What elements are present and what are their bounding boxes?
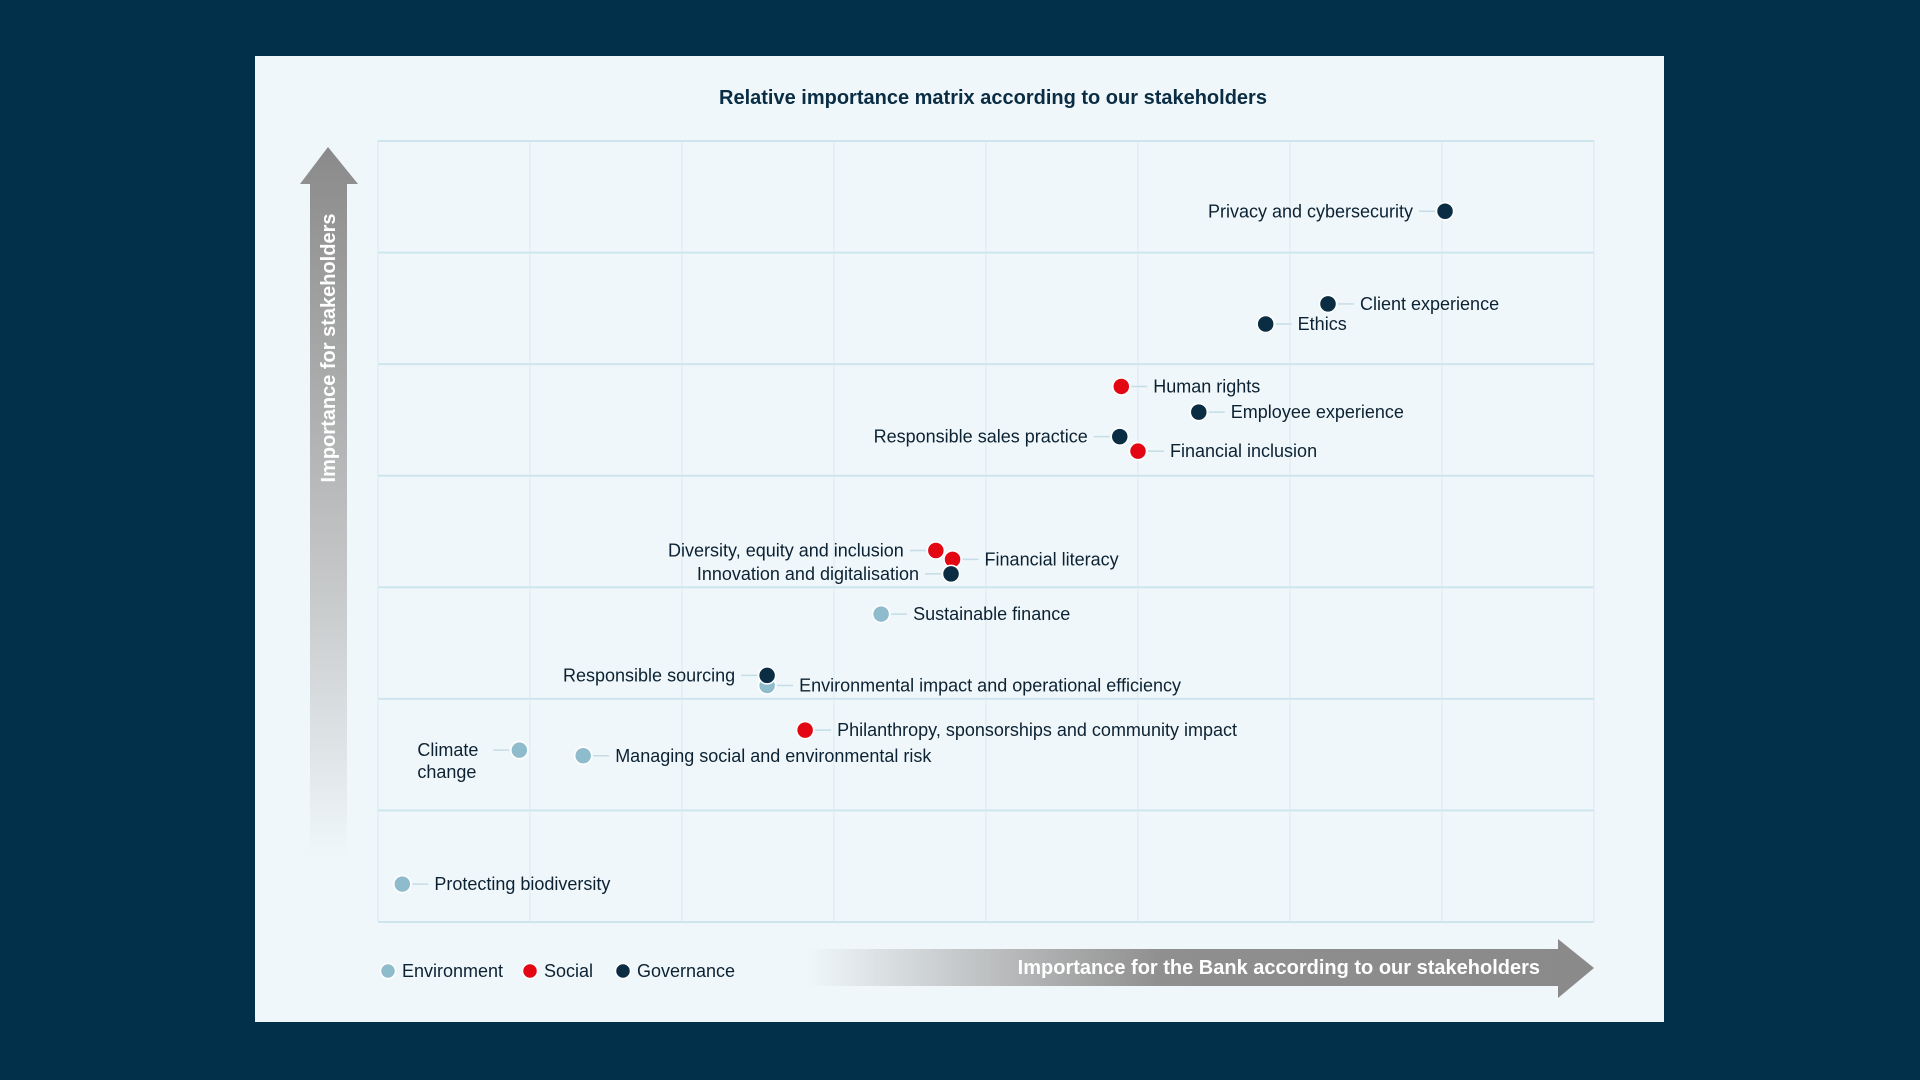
point-label: Financial inclusion [1170, 441, 1317, 461]
legend-marker [614, 962, 632, 980]
point-marker [573, 746, 593, 766]
point-label: Privacy and cybersecurity [1208, 201, 1413, 221]
chart-title: Relative importance matrix according to … [719, 87, 1267, 109]
point-marker [1112, 377, 1131, 396]
point-label: Ethics [1298, 314, 1347, 334]
point-label: Employee experience [1231, 402, 1404, 422]
legend-item-governance: Governance [614, 961, 735, 981]
data-point: Financial literacy [943, 549, 1119, 569]
x-axis-label: Importance for the Bank according to our… [1018, 957, 1540, 979]
point-label: Sustainable finance [913, 604, 1070, 624]
point-label: Innovation and digitalisation [697, 564, 919, 584]
point-marker [1110, 427, 1130, 446]
point-marker [941, 564, 961, 584]
point-label: Diversity, equity and inclusion [668, 540, 904, 560]
point-marker [1318, 294, 1338, 314]
point-marker [926, 541, 946, 560]
point-label: Managing social and environmental risk [615, 746, 932, 766]
legend-label: Governance [637, 961, 735, 981]
data-point: Sustainable finance [871, 604, 1070, 624]
point-marker [1128, 441, 1148, 461]
legend: Environment Social Governance [379, 961, 735, 981]
point-marker [795, 720, 815, 740]
points: Privacy and cybersecurity Client experien… [393, 201, 1499, 894]
data-point: Philanthropy, sponsorships and community… [795, 720, 1237, 740]
point-label: Human rights [1153, 376, 1260, 396]
data-point: Human rights [1112, 376, 1260, 396]
legend-label: Social [544, 961, 593, 981]
point-marker [393, 874, 412, 894]
y-axis-label: Importance for stakeholders [318, 214, 340, 483]
point-label: Responsible sales practice [874, 427, 1088, 447]
data-point: Client experience [1318, 294, 1499, 314]
data-point: Managing social and environmental risk [573, 746, 932, 766]
data-point: Financial inclusion [1128, 441, 1317, 461]
point-marker [1189, 402, 1209, 422]
grid [377, 140, 1595, 923]
point-label: Responsible sourcing [563, 665, 735, 685]
y-axis-arrow-shape [300, 147, 358, 857]
data-point: Innovation and digitalisation [697, 564, 961, 584]
data-point: Responsible sourcing [563, 665, 777, 685]
data-point: Employee experience [1189, 402, 1404, 422]
x-axis-arrow: Importance for the Bank according to our… [808, 939, 1594, 998]
legend-marker [521, 962, 539, 980]
data-point: Climate change [417, 740, 529, 782]
point-label: Financial literacy [985, 549, 1119, 569]
chart-panel [255, 56, 1664, 1022]
point-marker [871, 604, 891, 624]
point-marker [1435, 202, 1455, 221]
data-point: Protecting biodiversity [393, 874, 610, 894]
point-label: Philanthropy, sponsorships and community… [837, 720, 1237, 740]
legend-label: Environment [402, 961, 503, 981]
data-point: Diversity, equity and inclusion [668, 540, 946, 560]
legend-item-social: Social [521, 961, 593, 981]
data-point: Responsible sales practice [874, 427, 1130, 447]
point-marker [510, 740, 529, 760]
point-marker [757, 666, 777, 685]
point-label: Client experience [1360, 294, 1499, 314]
data-point: Privacy and cybersecurity [1208, 201, 1455, 221]
point-marker [1256, 314, 1275, 334]
y-axis-arrow: Importance for stakeholders [300, 147, 358, 857]
legend-item-environment: Environment [379, 961, 503, 981]
data-point: Environmental impact and operational eff… [757, 675, 1181, 695]
point-label: Protecting biodiversity [434, 874, 610, 894]
legend-marker [379, 962, 397, 980]
point-label: Environmental impact and operational eff… [799, 675, 1181, 695]
point-label: Climate change [417, 740, 478, 782]
x-axis-arrow-shape [808, 939, 1594, 998]
data-point: Ethics [1256, 314, 1347, 334]
